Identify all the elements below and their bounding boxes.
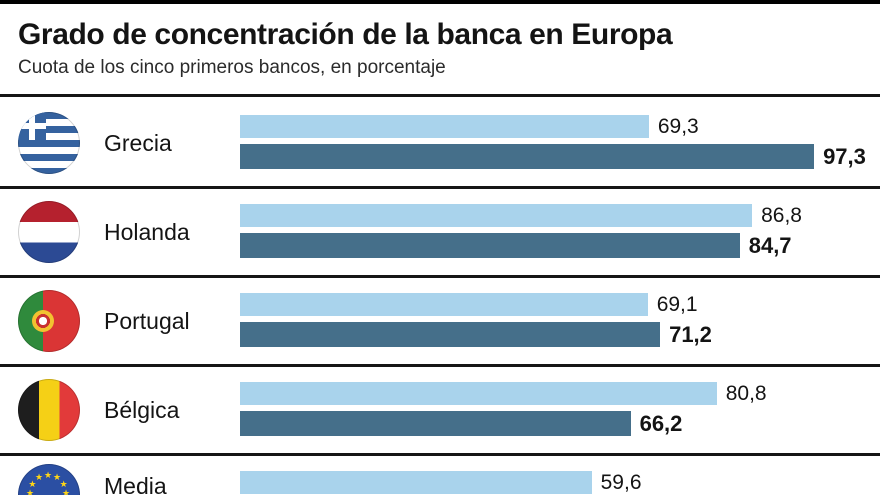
chart-row-portugal: Portugal 69,1 71,2 <box>0 278 880 367</box>
bar-group: 59,6 <box>240 456 880 495</box>
eu-star-icon: ★ <box>35 472 44 483</box>
dark-value-label: 84,7 <box>748 232 792 258</box>
eu-star-icon: ★ <box>53 472 62 483</box>
chart-header: Grado de concentración de la banca en Eu… <box>0 4 880 97</box>
light-bar: 80,8 <box>240 382 767 405</box>
bar-group: 80,8 66,2 <box>240 367 880 453</box>
country-label: Media <box>104 472 167 495</box>
country-label: Holanda <box>104 218 190 245</box>
chart-row-belgica: Bélgica 80,8 66,2 <box>0 367 880 456</box>
light-value-label: 69,1 <box>656 292 698 316</box>
dark-value-label: 71,2 <box>669 321 712 347</box>
chart-rows: Grecia 69,3 97,3 Holanda 86,8 84,7 Portu… <box>0 100 880 495</box>
light-value-label: 69,3 <box>657 114 699 138</box>
eu-star-icon: ★ <box>59 479 68 489</box>
eu-flag-icon: ★★★★★★★★★★★★ <box>18 464 80 495</box>
light-bar: 86,8 <box>240 204 802 227</box>
top-border <box>0 0 880 4</box>
bar-group: 86,8 84,7 <box>240 189 880 275</box>
greece-flag-icon <box>18 112 80 174</box>
chart-row-media: ★★★★★★★★★★★★ Media 59,6 <box>0 456 880 495</box>
chart-subtitle: Cuota de los cinco primeros bancos, en p… <box>18 57 446 78</box>
country-label: Portugal <box>104 307 190 334</box>
eu-star-icon: ★ <box>62 488 71 495</box>
light-value-label: 80,8 <box>725 381 767 405</box>
dark-bar: 97,3 <box>240 144 866 169</box>
light-value-label: 59,6 <box>600 470 642 494</box>
bar-group: 69,1 71,2 <box>240 278 880 364</box>
bar-group: 69,3 97,3 <box>240 100 880 186</box>
country-label: Grecia <box>104 129 172 156</box>
dark-value-label: 97,3 <box>823 143 866 169</box>
chart-row-holanda: Holanda 86,8 84,7 <box>0 189 880 278</box>
eu-star-icon: ★ <box>44 470 53 480</box>
netherlands-flag-icon <box>18 201 80 263</box>
light-bar: 59,6 <box>240 471 642 494</box>
light-bar: 69,1 <box>240 293 698 316</box>
eu-star-icon: ★ <box>28 479 37 489</box>
dark-bar: 66,2 <box>240 411 682 436</box>
belgium-flag-icon <box>18 379 80 441</box>
chart-row-grecia: Grecia 69,3 97,3 <box>0 100 880 189</box>
country-label: Bélgica <box>104 396 180 423</box>
light-bar: 69,3 <box>240 115 699 138</box>
dark-bar: 71,2 <box>240 322 712 347</box>
dark-value-label: 66,2 <box>639 410 683 436</box>
eu-star-icon: ★ <box>26 488 35 495</box>
portugal-flag-icon <box>18 290 80 352</box>
light-value-label: 86,8 <box>761 203 802 227</box>
dark-bar: 84,7 <box>240 233 792 258</box>
chart-title: Grado de concentración de la banca en Eu… <box>18 18 673 51</box>
